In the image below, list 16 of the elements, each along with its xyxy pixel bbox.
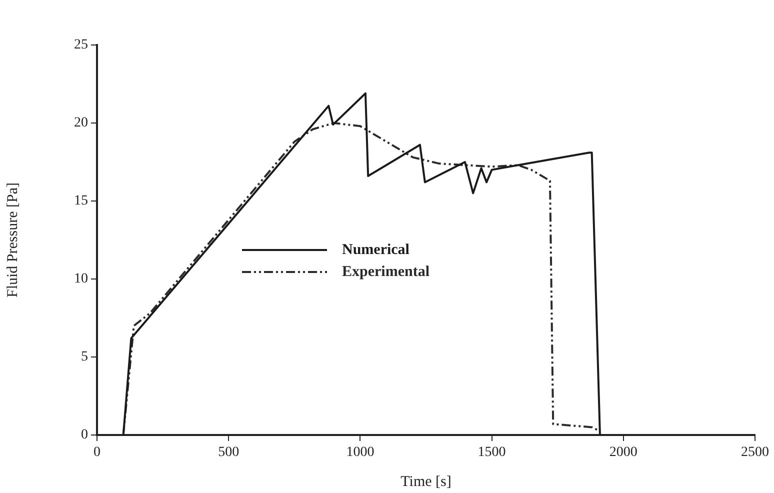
y-tick-label: 20 — [74, 116, 88, 131]
y-tick-label: 25 — [74, 38, 88, 53]
y-tick-label: 15 — [74, 194, 88, 209]
x-tick-label: 2000 — [609, 445, 638, 460]
y-tick-label: 10 — [74, 272, 88, 287]
x-tick-label: 2500 — [741, 445, 769, 460]
text: Experimental — [342, 264, 430, 280]
x-tick-label: 500 — [218, 445, 240, 460]
x-tick-label: 0 — [94, 445, 100, 460]
x-tick-label: 1000 — [346, 445, 374, 460]
x-axis-title: Time [s] — [400, 474, 452, 490]
y-tick-label: 0 — [81, 428, 88, 443]
y-axis-title: Fluid Pressure [Pa] — [4, 182, 21, 298]
y-tick-label: 5 — [81, 350, 88, 365]
text: Numerical — [342, 242, 410, 258]
x-tick-label: 1500 — [478, 445, 506, 460]
